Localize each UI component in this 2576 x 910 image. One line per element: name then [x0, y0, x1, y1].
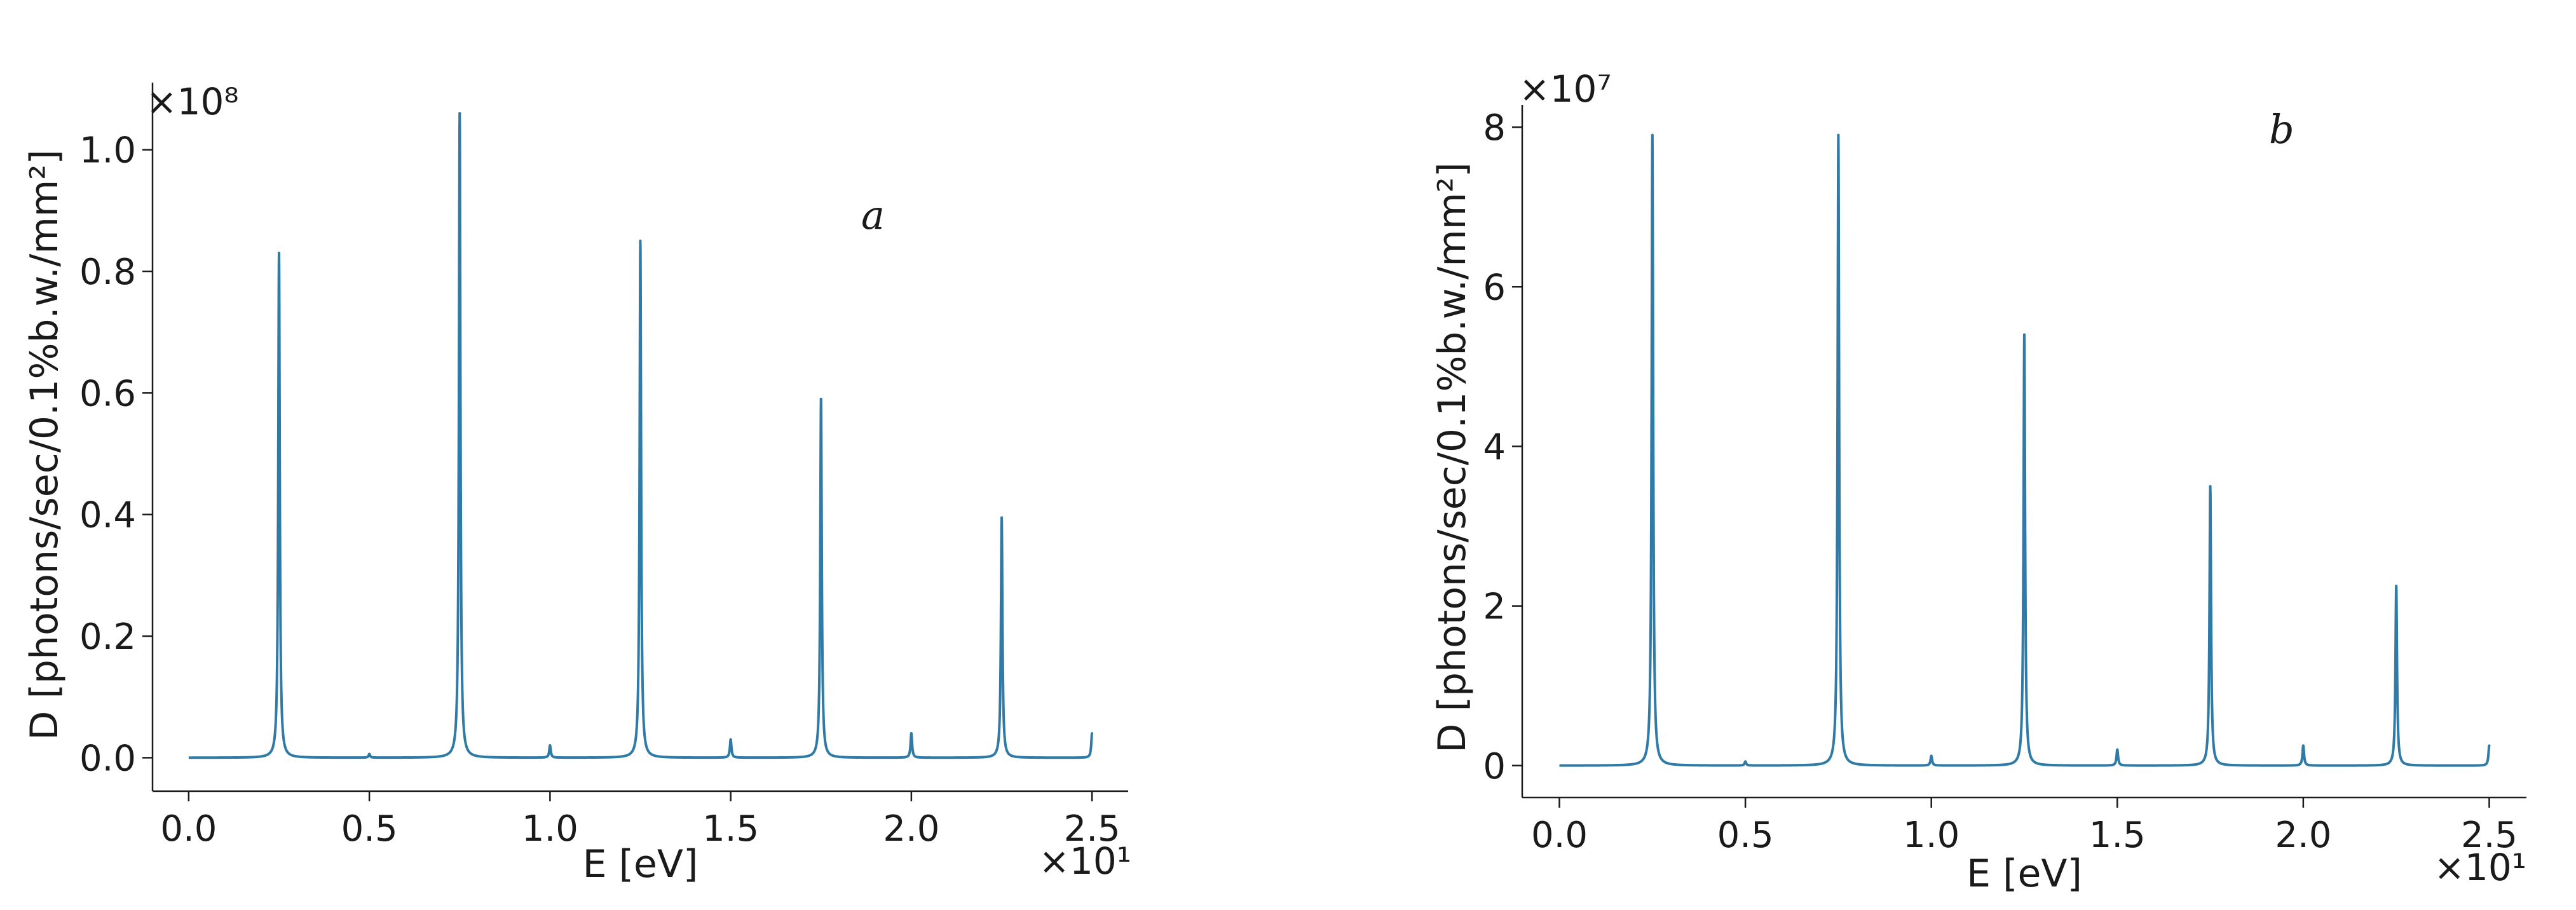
y-tick-label: 6 — [1483, 267, 1506, 308]
x-tick-label: 2.5 — [1064, 808, 1121, 850]
peak-point — [2116, 748, 2119, 751]
x-tick-label: 0.0 — [1531, 815, 1588, 856]
peak-point — [1837, 133, 1840, 137]
peak-point — [1651, 133, 1654, 137]
y-axis-multiplier: ×10⁷ — [1519, 67, 1612, 111]
x-tick-label: 0.5 — [1717, 815, 1774, 856]
y-tick-label: 8 — [1483, 107, 1506, 149]
chart-panel-a: 0.0 0.5 1.0 1.5 2.0 2.50.00.20.40.60.81.0×10⁸… — [22, 80, 1131, 886]
x-tick-label: 1.5 — [2089, 815, 2146, 856]
x-axis-multiplier: ×10¹ — [1039, 839, 1131, 883]
series-line — [187, 112, 1094, 759]
y-tick-label: 0.6 — [79, 373, 136, 414]
peak-point — [729, 738, 732, 741]
y-tick-label: 0.0 — [79, 738, 136, 779]
peak-point — [1000, 516, 1004, 519]
x-tick-label: 2.0 — [883, 808, 939, 850]
x-axis-label: E [eV] — [583, 842, 699, 886]
y-tick-label: 2 — [1483, 587, 1506, 628]
x-tick-label: 2.0 — [2275, 815, 2331, 856]
y-tick-label: 4 — [1483, 426, 1506, 468]
x-tick-label: 0.5 — [341, 808, 398, 850]
peak-point — [1930, 754, 1933, 757]
peak-point — [2023, 333, 2026, 336]
x-axis-multiplier: ×10¹ — [2434, 846, 2526, 889]
peak-point — [2301, 744, 2305, 747]
peak-point — [368, 752, 371, 756]
x-tick-label: 1.5 — [702, 808, 759, 850]
y-tick-label: 0.8 — [79, 252, 136, 293]
peak-point — [639, 240, 642, 243]
y-tick-label: 0 — [1483, 746, 1506, 787]
y-axis-multiplier: ×10⁸ — [146, 80, 239, 123]
x-tick-label: 2.5 — [2461, 815, 2518, 856]
peak-point — [1091, 732, 1094, 735]
peak-point — [2488, 744, 2491, 747]
y-tick-label: 0.2 — [79, 616, 136, 658]
y-axis-label: D [photons/sec/0.1%b.w./mm²] — [22, 149, 67, 740]
x-axis-label: E [eV] — [1966, 852, 2082, 896]
peak-point — [458, 112, 461, 115]
panel-label: a — [861, 192, 885, 238]
peak-point — [277, 252, 280, 255]
peak-point — [819, 397, 822, 400]
chart-panel-b: 0.0 0.5 1.0 1.5 2.0 2.5 0 2 4 6 8 ×10⁷ ×10¹ E [eV] D [… — [1430, 67, 2526, 896]
peak-point — [910, 732, 913, 735]
x-tick-label: 1.0 — [1903, 815, 1959, 856]
y-tick-label: 1.0 — [79, 130, 136, 172]
y-axis-label: D [photons/sec/0.1%b.w./mm²] — [1430, 162, 1475, 752]
peak-point — [1744, 760, 1747, 763]
series-line — [1558, 133, 2491, 767]
y-tick-label: 0.4 — [79, 495, 136, 536]
peak-point — [2209, 485, 2212, 488]
x-tick-label: 1.0 — [522, 808, 578, 850]
peak-point — [2395, 585, 2398, 588]
panel-label: b — [2269, 106, 2294, 153]
peak-point — [549, 744, 552, 747]
x-tick-label: 0.0 — [160, 808, 217, 850]
